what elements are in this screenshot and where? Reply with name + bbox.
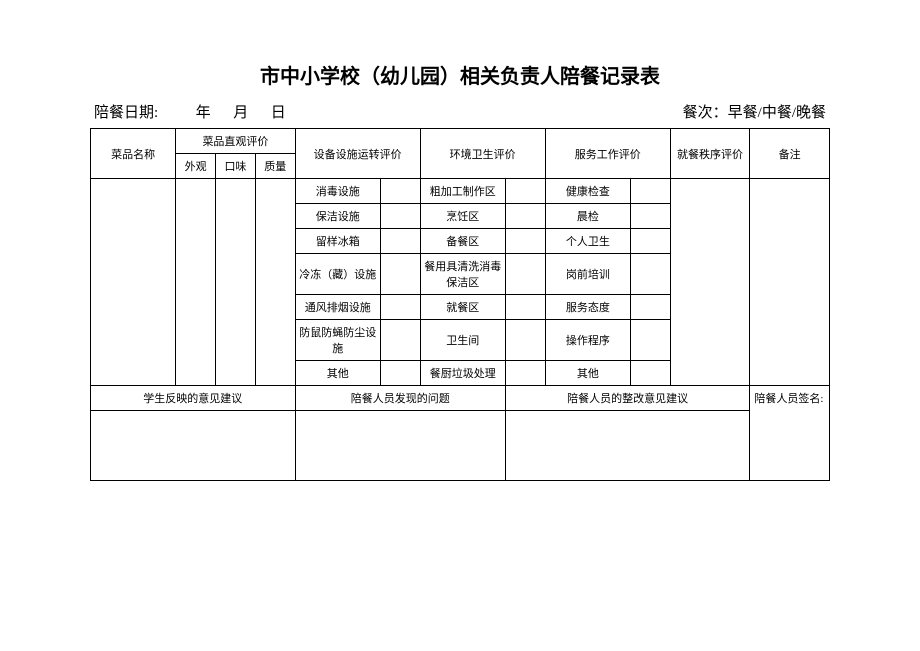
cell-empty	[630, 204, 670, 229]
record-table: 菜品名称 菜品直观评价 设备设施运转评价 环境卫生评价 服务工作评价 就餐秩序评…	[90, 128, 830, 481]
col-staff-suggestion: 陪餐人员的整改意见建议	[505, 386, 749, 411]
month-label: 月	[233, 105, 248, 121]
cell-service: 个人卫生	[545, 229, 630, 254]
cell-empty	[216, 179, 256, 386]
cell-equipment: 冷冻（藏）设施	[295, 254, 380, 295]
cell-empty	[255, 179, 295, 386]
cell-empty	[505, 411, 749, 481]
col-equipment: 设备设施运转评价	[295, 129, 420, 179]
col-environment: 环境卫生评价	[420, 129, 545, 179]
col-dining-order: 就餐秩序评价	[670, 129, 750, 179]
cell-empty	[505, 229, 545, 254]
cell-empty	[505, 320, 545, 361]
cell-service: 操作程序	[545, 320, 630, 361]
cell-empty	[505, 361, 545, 386]
cell-environment: 粗加工制作区	[420, 179, 505, 204]
cell-equipment: 消毒设施	[295, 179, 380, 204]
cell-empty	[630, 229, 670, 254]
cell-empty	[630, 295, 670, 320]
cell-empty	[380, 229, 420, 254]
cell-equipment: 留样冰箱	[295, 229, 380, 254]
cell-empty	[670, 179, 750, 386]
cell-environment: 就餐区	[420, 295, 505, 320]
day-label: 日	[271, 105, 286, 121]
cell-empty	[380, 320, 420, 361]
col-remark: 备注	[750, 129, 830, 179]
footer-content-row	[91, 411, 830, 481]
header-row-1: 菜品名称 菜品直观评价 设备设施运转评价 环境卫生评价 服务工作评价 就餐秩序评…	[91, 129, 830, 154]
col-staff-problem: 陪餐人员发现的问题	[295, 386, 505, 411]
cell-service: 岗前培训	[545, 254, 630, 295]
cell-environment: 卫生间	[420, 320, 505, 361]
cell-service: 服务态度	[545, 295, 630, 320]
cell-equipment: 其他	[295, 361, 380, 386]
cell-empty	[505, 204, 545, 229]
cell-environment: 烹饪区	[420, 204, 505, 229]
cell-environment: 餐用具清洗消毒保洁区	[420, 254, 505, 295]
cell-empty	[505, 254, 545, 295]
table-row: 消毒设施 粗加工制作区 健康检查	[91, 179, 830, 204]
cell-empty	[630, 320, 670, 361]
page-title: 市中小学校（幼儿园）相关负责人陪餐记录表	[90, 60, 830, 89]
cell-empty	[505, 179, 545, 204]
cell-equipment: 防鼠防蝇防尘设施	[295, 320, 380, 361]
cell-equipment: 通风排烟设施	[295, 295, 380, 320]
cell-service: 健康检查	[545, 179, 630, 204]
col-quality: 质量	[255, 154, 295, 179]
cell-empty	[91, 411, 296, 481]
col-service: 服务工作评价	[545, 129, 670, 179]
cell-empty	[176, 179, 216, 386]
cell-empty	[91, 179, 176, 386]
cell-environment: 备餐区	[420, 229, 505, 254]
cell-empty	[630, 179, 670, 204]
cell-empty	[295, 411, 505, 481]
meta-row: 陪餐日期: 年 月 日 餐次：早餐/中餐/晚餐	[90, 101, 830, 122]
col-signature: 陪餐人员签名:	[750, 386, 830, 481]
cell-service: 其他	[545, 361, 630, 386]
cell-empty	[750, 179, 830, 386]
col-student-opinion: 学生反映的意见建议	[91, 386, 296, 411]
cell-empty	[505, 295, 545, 320]
cell-empty	[380, 254, 420, 295]
cell-service: 晨检	[545, 204, 630, 229]
footer-header-row: 学生反映的意见建议 陪餐人员发现的问题 陪餐人员的整改意见建议 陪餐人员签名:	[91, 386, 830, 411]
col-dish-name: 菜品名称	[91, 129, 176, 179]
cell-empty	[380, 361, 420, 386]
cell-empty	[380, 295, 420, 320]
year-label: 年	[196, 105, 211, 121]
col-appearance: 外观	[176, 154, 216, 179]
cell-empty	[630, 254, 670, 295]
cell-environment: 餐厨垃圾处理	[420, 361, 505, 386]
date-label: 陪餐日期:	[94, 105, 158, 121]
cell-empty	[380, 204, 420, 229]
cell-equipment: 保洁设施	[295, 204, 380, 229]
col-dish-eval: 菜品直观评价	[176, 129, 295, 154]
col-taste: 口味	[216, 154, 256, 179]
date-section: 陪餐日期: 年 月 日	[94, 101, 286, 122]
cell-empty	[630, 361, 670, 386]
meal-label: 餐次：早餐/中餐/晚餐	[683, 101, 826, 122]
cell-empty	[380, 179, 420, 204]
